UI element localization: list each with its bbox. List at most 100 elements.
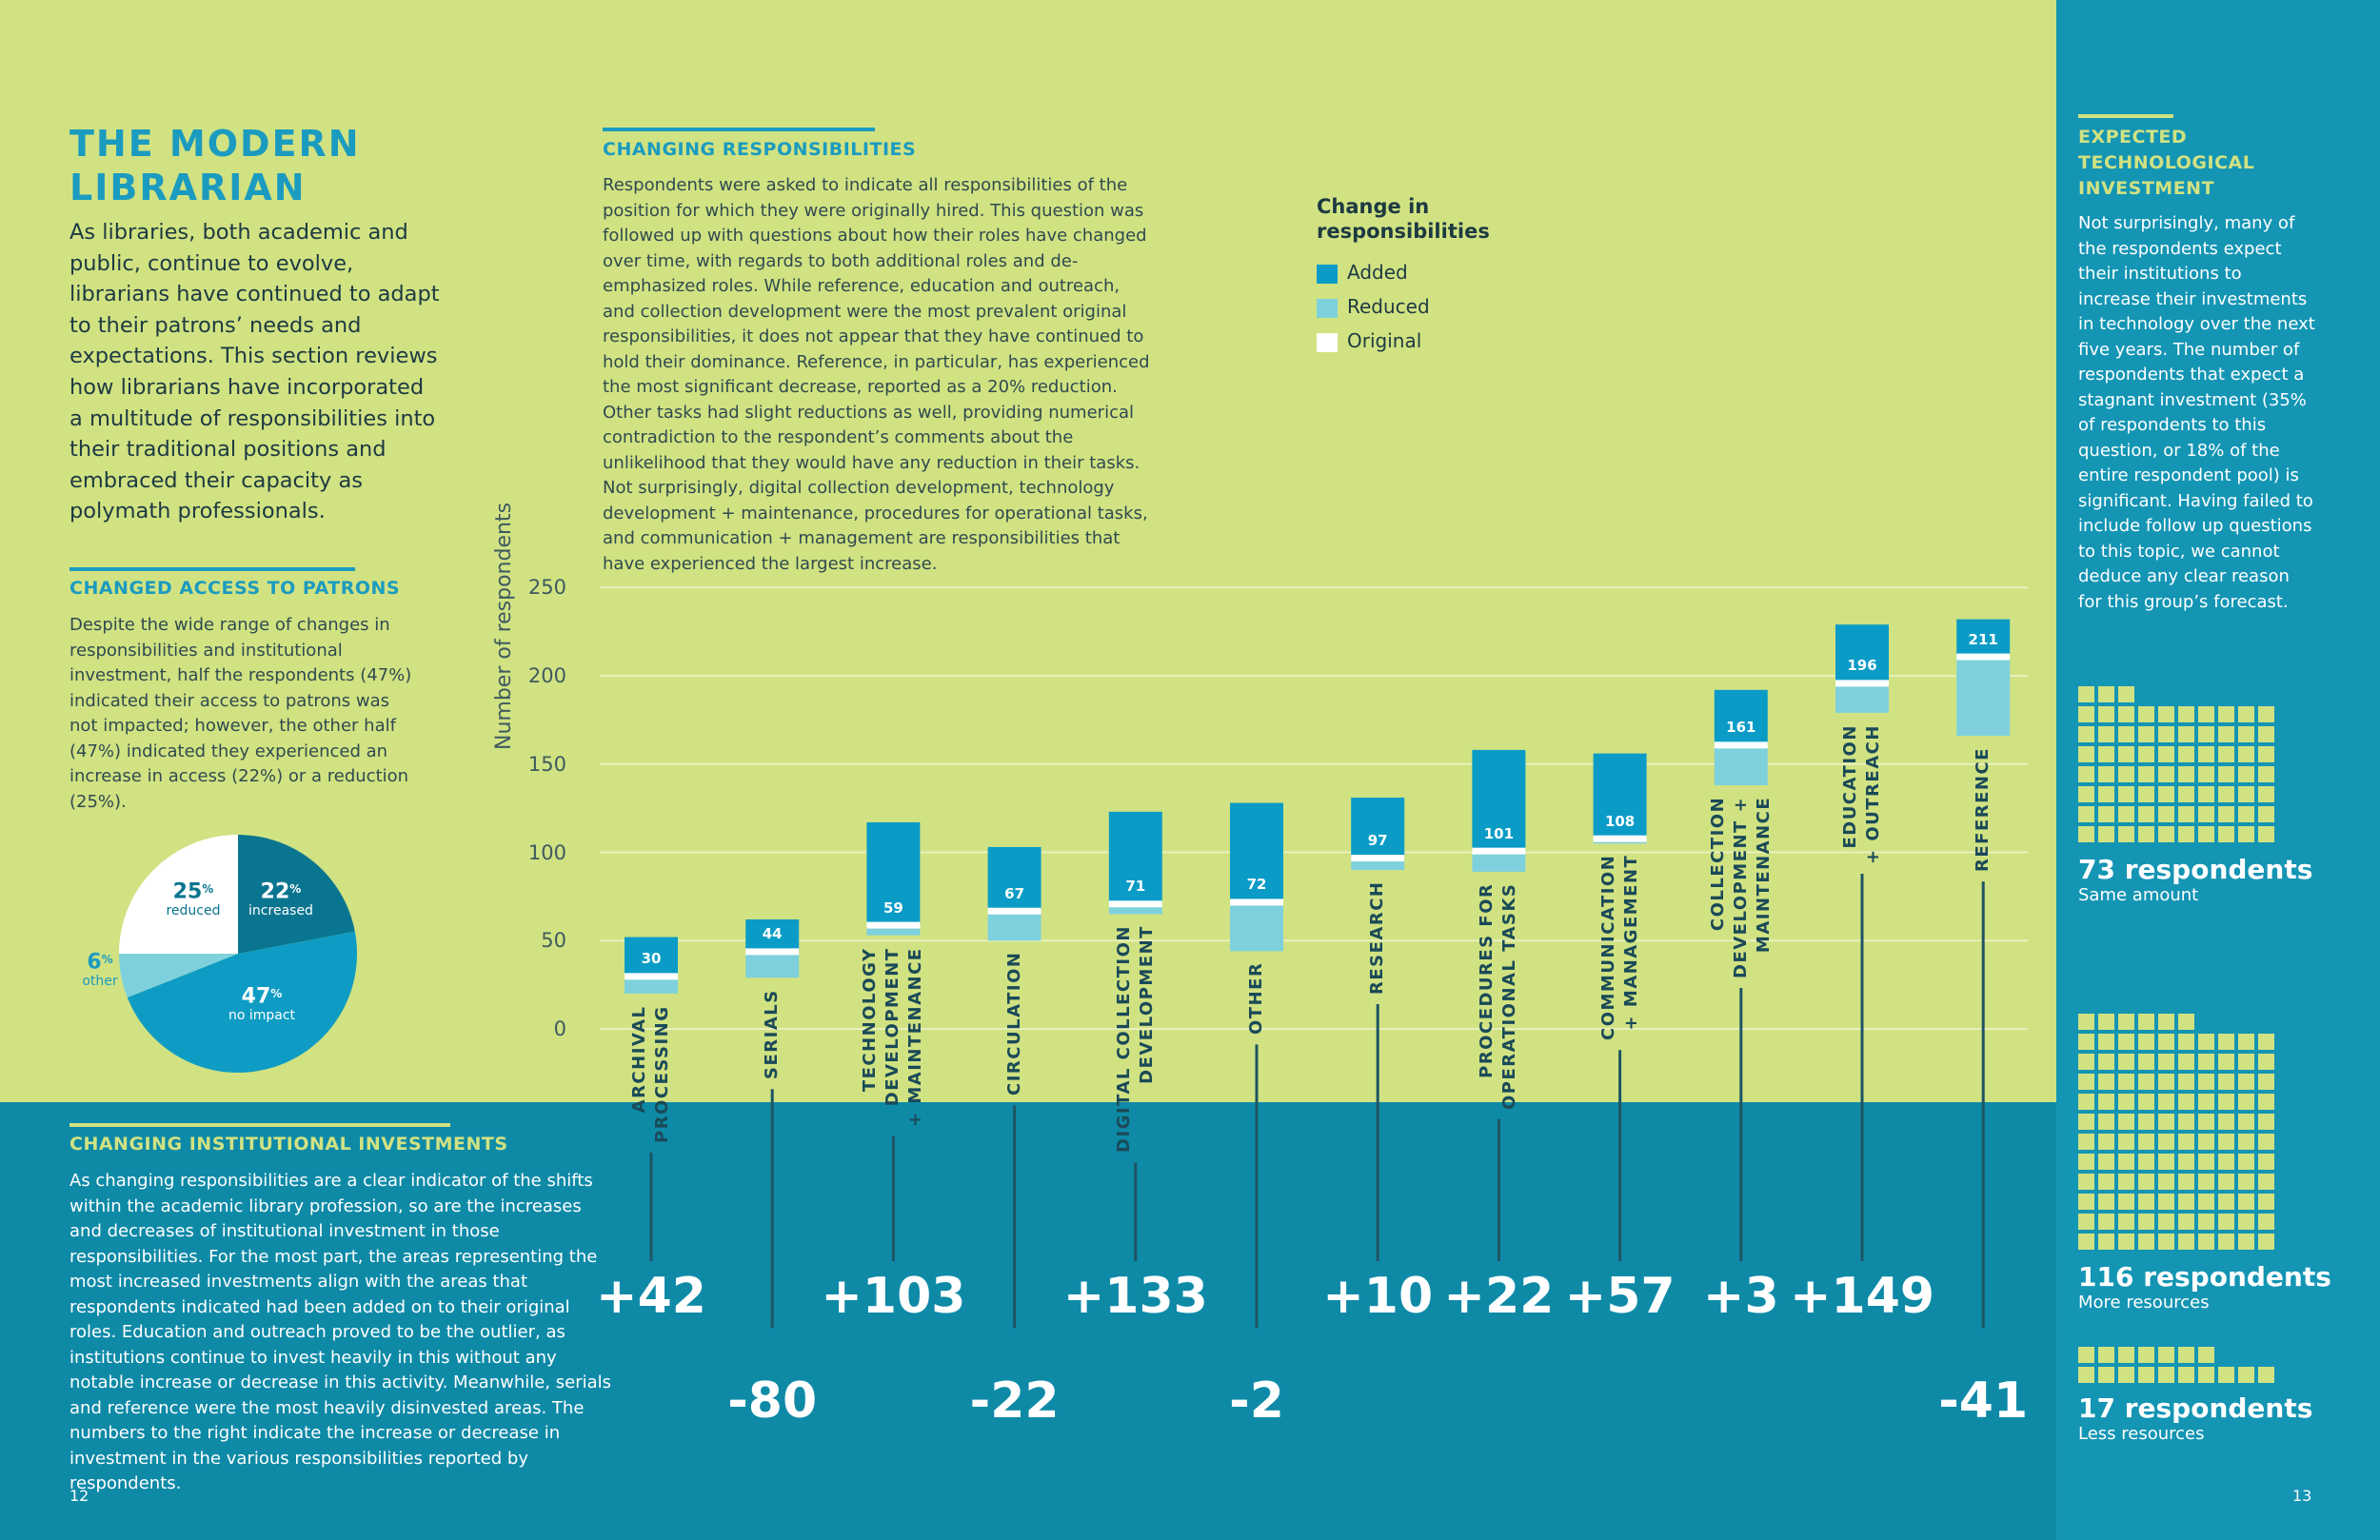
respondent-square <box>2198 806 2214 822</box>
respondent-square <box>2178 1094 2194 1110</box>
category-label-other: OTHER <box>1245 962 1268 1035</box>
pie-value-no-impact: 47 <box>241 984 271 1009</box>
respondent-square <box>2158 1034 2174 1050</box>
respondent-square <box>2198 1367 2214 1383</box>
respondent-square <box>2238 706 2254 722</box>
respondent-square <box>2078 1154 2094 1170</box>
respondent-square <box>2118 1094 2134 1110</box>
respondent-square <box>2258 786 2274 802</box>
category-label-reference: REFERENCE <box>1972 747 1994 872</box>
legend-title: Change in responsibilities <box>1317 195 1490 243</box>
respondent-square <box>2078 1114 2094 1130</box>
pie-label-increased: 22% increased <box>248 879 313 918</box>
bar-original-marker-procedures-for-operational-tasks <box>1472 847 1526 855</box>
respondent-square <box>2258 726 2274 742</box>
respondent-square <box>2118 1174 2134 1190</box>
bar-original-marker-research <box>1351 855 1405 862</box>
respondent-square <box>2238 766 2254 782</box>
y-tick-100: 100 <box>527 840 566 864</box>
respondent-square <box>2098 1347 2114 1363</box>
respondent-square <box>2098 1034 2114 1050</box>
category-label-research: RESEARCH <box>1366 881 1389 995</box>
respondent-square <box>2118 1194 2134 1210</box>
respondent-square <box>2218 1234 2234 1250</box>
responsibilities-body: Respondents were asked to indicate all r… <box>603 175 1150 574</box>
group-more-subtitle: More resources <box>2078 1293 2210 1313</box>
respondent-square <box>2258 1134 2274 1150</box>
respondent-square <box>2198 826 2214 842</box>
respondent-square <box>2158 1194 2174 1210</box>
legend-reduced: Reduced <box>1317 295 1430 318</box>
respondent-square <box>2078 1194 2094 1210</box>
respondent-square <box>2238 826 2254 842</box>
respondent-square <box>2198 746 2214 762</box>
pie-slice-reduced <box>119 835 238 954</box>
respondent-square <box>2218 786 2234 802</box>
respondent-square <box>2178 826 2194 842</box>
respondent-square <box>2098 1114 2114 1130</box>
category-label-communication-management: COMMUNICATION + MANAGEMENT <box>1597 855 1643 1040</box>
bar-added-circulation <box>987 846 1041 911</box>
respondent-square <box>2098 1094 2114 1110</box>
respondent-square <box>2178 706 2194 722</box>
legend-reduced-swatch <box>1317 298 1338 318</box>
y-tick-150: 150 <box>527 752 566 776</box>
respondent-square <box>2078 1094 2094 1110</box>
respondent-square <box>2078 1134 2094 1150</box>
tech-body: Not surprisingly, many of the respondent… <box>2078 213 2315 612</box>
respondent-square <box>2078 1014 2094 1030</box>
respondent-square <box>2198 726 2214 742</box>
respondent-square <box>2238 1174 2254 1190</box>
category-label-line: SERIALS <box>762 989 783 1080</box>
investment-digital-collection-development: +133 <box>1062 1268 1208 1325</box>
respondent-square <box>2138 746 2154 762</box>
respondent-square <box>2158 1074 2174 1090</box>
category-label-line: TECHNOLOGY <box>860 947 881 1092</box>
page-number-left: 12 <box>69 1487 89 1505</box>
y-tick-50: 50 <box>541 929 566 953</box>
respondent-square <box>2138 1194 2154 1210</box>
respondent-square <box>2258 1174 2274 1190</box>
respondent-square <box>2078 706 2094 722</box>
access-pie-chart <box>119 835 357 1073</box>
bar-label-digital-collection-development: 71 <box>1125 878 1146 896</box>
y-tick-250: 250 <box>527 576 566 600</box>
respondent-square <box>2238 1367 2254 1383</box>
respondent-square <box>2238 1234 2254 1250</box>
respondent-square <box>2198 1034 2214 1050</box>
respondent-square <box>2078 786 2094 802</box>
respondent-square <box>2138 1094 2154 1110</box>
bar-reduced-circulation <box>987 910 1041 941</box>
investment-reference: -41 <box>1938 1372 2029 1430</box>
respondent-square <box>2238 746 2254 762</box>
respondent-square <box>2218 1214 2234 1230</box>
respondent-square <box>2178 1054 2194 1070</box>
respondent-square <box>2138 726 2154 742</box>
respondent-square <box>2218 826 2234 842</box>
respondent-square <box>2198 1114 2214 1130</box>
bar-reduced-other <box>1230 901 1283 952</box>
respondent-square <box>2078 726 2094 742</box>
respondent-square <box>2158 1054 2174 1070</box>
respondent-square <box>2258 1054 2274 1070</box>
investment-archival-processing: +42 <box>596 1268 706 1325</box>
respondent-square <box>2218 766 2234 782</box>
respondent-square <box>2098 686 2114 702</box>
respondent-square <box>2118 726 2134 742</box>
respondent-square <box>2198 1154 2214 1170</box>
respondent-square <box>2198 1134 2214 1150</box>
respondent-square <box>2118 1054 2134 1070</box>
respondent-square <box>2118 1154 2134 1170</box>
category-label-education-outreach: EDUCATION + OUTREACH <box>1839 724 1885 864</box>
bar-original-marker-technology-development-maintenance <box>866 921 921 929</box>
respondent-square <box>2158 746 2174 762</box>
respondent-square <box>2238 1074 2254 1090</box>
bar-label-archival-processing: 30 <box>641 950 662 968</box>
respondent-square <box>2098 1367 2114 1383</box>
bar-added-digital-collection-development <box>1108 811 1162 904</box>
tech-rule <box>2078 114 2173 118</box>
respondent-square <box>2238 726 2254 742</box>
invest-body: As changing responsibilities are a clear… <box>69 1171 612 1493</box>
respondent-square <box>2198 1214 2214 1230</box>
category-label-procedures-for-operational-tasks: PROCEDURES FOR OPERATIONAL TASKS <box>1476 883 1521 1110</box>
